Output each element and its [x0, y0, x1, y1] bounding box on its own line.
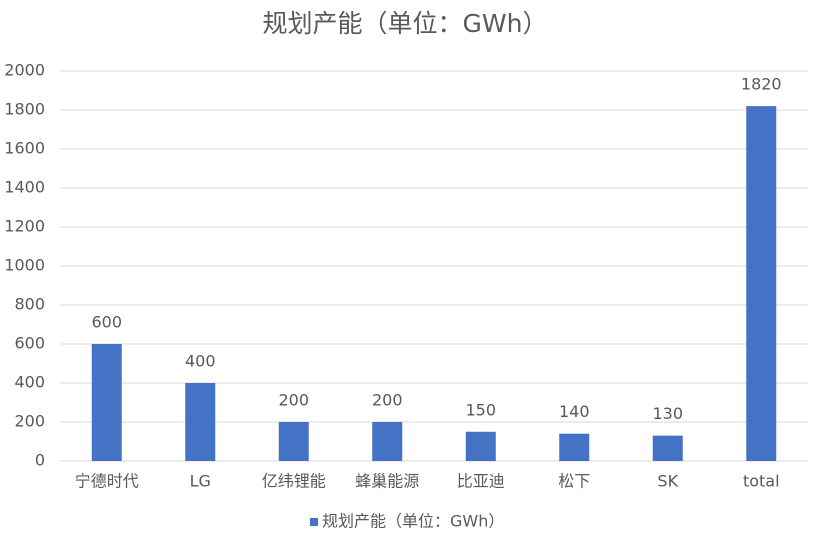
- y-tick-label: 2000: [4, 61, 45, 80]
- bar: [185, 383, 216, 461]
- y-tick-label: 1200: [4, 217, 45, 236]
- data-label: 150: [465, 400, 496, 419]
- legend-label: 规划产能（单位：GWh）: [322, 512, 504, 531]
- x-tick-label: 宁德时代: [75, 472, 139, 491]
- bar: [652, 435, 683, 461]
- y-tick-label: 0: [35, 451, 45, 470]
- data-label: 140: [559, 402, 590, 421]
- y-tick-label: 1800: [4, 100, 45, 119]
- data-label: 1820: [741, 75, 782, 94]
- data-label: 200: [278, 391, 309, 410]
- bar: [746, 106, 777, 461]
- chart-title: 规划产能（单位：GWh）: [263, 9, 548, 38]
- data-label: 400: [185, 352, 216, 371]
- x-tick-label: LG: [190, 472, 211, 491]
- y-tick-label: 200: [14, 412, 45, 431]
- x-tick-label: 比亚迪: [457, 472, 505, 491]
- y-tick-label: 800: [14, 295, 45, 314]
- data-label: 200: [372, 391, 403, 410]
- bar: [559, 433, 590, 461]
- bar: [465, 431, 496, 461]
- bar: [372, 422, 403, 461]
- data-label: 600: [91, 313, 122, 332]
- legend-swatch: [310, 518, 318, 526]
- y-tick-label: 1000: [4, 256, 45, 275]
- x-tick-label: 亿纬锂能: [262, 472, 326, 491]
- y-tick-label: 400: [14, 373, 45, 392]
- bar: [91, 344, 122, 461]
- x-tick-label: 松下: [558, 472, 590, 491]
- x-tick-label: SK: [657, 472, 678, 491]
- y-tick-label: 1600: [4, 139, 45, 158]
- x-tick-label: 蜂巢能源: [355, 472, 419, 491]
- data-label: 130: [652, 404, 683, 423]
- x-tick-label: total: [743, 472, 780, 491]
- y-tick-label: 1400: [4, 178, 45, 197]
- bar: [278, 422, 309, 461]
- y-tick-label: 600: [14, 334, 45, 353]
